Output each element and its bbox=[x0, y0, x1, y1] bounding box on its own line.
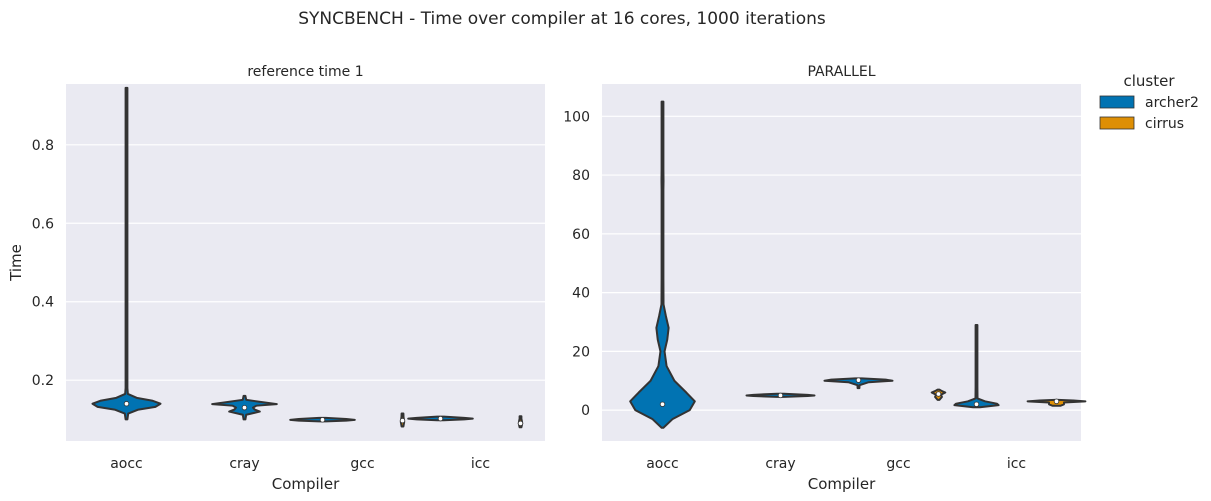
x-tick-label: gcc bbox=[886, 456, 910, 472]
median-marker bbox=[241, 404, 248, 411]
y-tick-label: 40 bbox=[572, 286, 590, 302]
y-tick-labels: 0.2 0.4 0.6 0.8 bbox=[32, 138, 54, 389]
median-marker bbox=[399, 417, 406, 424]
x-tick-label: gcc bbox=[350, 456, 374, 472]
panel-reference-time: 0.2 0.4 0.6 0.8 aocc cray gcc icc reference ti… bbox=[7, 64, 545, 493]
x-tick-label: cray bbox=[765, 456, 795, 472]
x-axis-label: Compiler bbox=[808, 475, 876, 493]
y-tick-label: 80 bbox=[572, 168, 590, 184]
legend-swatch-archer2 bbox=[1099, 95, 1135, 109]
violin-gcc-archer2 bbox=[823, 377, 894, 390]
grid-lines bbox=[602, 115, 1081, 411]
violins bbox=[91, 86, 524, 429]
panel-title: reference time 1 bbox=[247, 64, 363, 80]
figure-title: SYNCBENCH - Time over compiler at 16 cor… bbox=[298, 9, 826, 29]
y-tick-label: 20 bbox=[572, 344, 590, 360]
violins bbox=[629, 100, 1087, 429]
y-tick-label: 0.6 bbox=[32, 216, 54, 232]
x-tick-labels: aocc cray gcc icc bbox=[646, 456, 1026, 472]
x-tick-label: cray bbox=[229, 456, 259, 472]
violin-aocc-archer2 bbox=[91, 86, 162, 421]
panel-title: PARALLEL bbox=[807, 64, 875, 80]
median-marker bbox=[319, 417, 326, 423]
x-tick-label: aocc bbox=[110, 456, 143, 472]
legend-title: cluster bbox=[1123, 72, 1175, 90]
median-marker bbox=[777, 392, 784, 399]
plot-area bbox=[66, 84, 545, 441]
median-marker bbox=[659, 401, 666, 407]
legend-label-cirrus: cirrus bbox=[1145, 116, 1184, 132]
grid-lines bbox=[66, 144, 545, 381]
y-tick-label: 60 bbox=[572, 227, 590, 243]
median-marker bbox=[935, 391, 942, 397]
x-tick-label: icc bbox=[471, 456, 490, 472]
median-marker bbox=[1053, 398, 1060, 405]
violin-icc-archer2 bbox=[953, 323, 1000, 409]
x-axis-label: Compiler bbox=[272, 475, 340, 493]
y-tick-label: 100 bbox=[563, 109, 590, 125]
median-marker bbox=[855, 377, 862, 383]
y-tick-label: 0.4 bbox=[32, 295, 54, 311]
y-axis-label: Time bbox=[7, 244, 25, 282]
median-marker bbox=[437, 415, 444, 422]
y-tick-label: 0.2 bbox=[32, 373, 54, 389]
legend-label-archer2: archer2 bbox=[1145, 95, 1199, 111]
median-marker bbox=[517, 420, 524, 427]
median-marker bbox=[123, 401, 130, 407]
x-tick-label: icc bbox=[1007, 456, 1026, 472]
y-tick-label: 0.8 bbox=[32, 138, 54, 154]
x-tick-labels: aocc cray gcc icc bbox=[110, 456, 490, 472]
panel-parallel: 0 20 40 60 80 100 aocc cray gcc icc PARALLEL Com… bbox=[563, 64, 1087, 493]
legend: cluster archer2 cirrus bbox=[1099, 72, 1199, 132]
y-tick-labels: 0 20 40 60 80 100 bbox=[563, 109, 590, 419]
x-tick-label: aocc bbox=[646, 456, 679, 472]
median-marker bbox=[973, 401, 980, 407]
y-tick-label: 0 bbox=[581, 403, 590, 419]
violin-aocc-archer2 bbox=[629, 100, 696, 429]
legend-swatch-cirrus bbox=[1099, 116, 1135, 130]
